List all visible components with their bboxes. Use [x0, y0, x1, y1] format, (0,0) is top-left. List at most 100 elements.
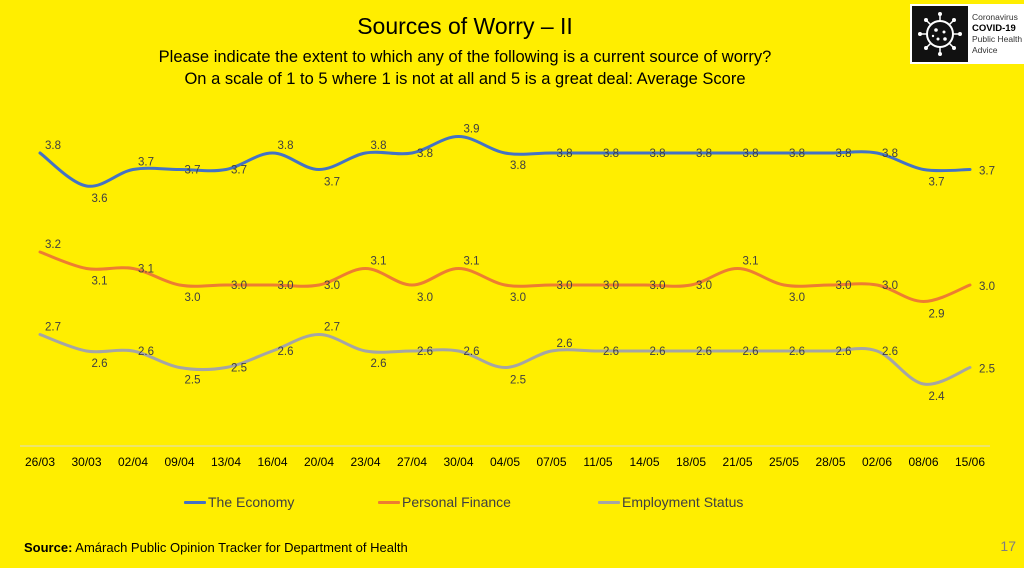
data-label: 3.8 — [743, 148, 759, 160]
x-tick-label: 13/04 — [211, 455, 241, 469]
series-line-the-economy — [38, 134, 972, 188]
data-label: 3.0 — [417, 292, 433, 304]
data-label: 3.0 — [510, 292, 526, 304]
data-label: 3.0 — [278, 280, 294, 292]
legend-label: Personal Finance — [402, 494, 511, 510]
x-tick-label: 28/05 — [815, 455, 845, 469]
data-label: 3.0 — [557, 280, 573, 292]
data-label: 3.8 — [789, 148, 805, 160]
data-label: 3.8 — [836, 148, 852, 160]
x-tick-label: 07/05 — [536, 455, 566, 469]
data-label: 3.0 — [696, 280, 712, 292]
x-tick-label: 02/04 — [118, 455, 148, 469]
chart-title: Sources of Worry – II — [357, 13, 573, 39]
virus-icon — [912, 6, 968, 62]
data-label: 2.6 — [650, 346, 666, 358]
data-label: 3.0 — [836, 280, 852, 292]
page-number: 17 — [1000, 538, 1016, 554]
data-label: 3.8 — [882, 148, 898, 160]
x-tick-label: 02/06 — [862, 455, 892, 469]
data-label: 2.6 — [789, 346, 805, 358]
data-label: 2.5 — [185, 375, 201, 387]
data-label: 3.1 — [138, 264, 154, 276]
legend-label: Employment Status — [622, 494, 744, 510]
x-tick-label: 27/04 — [397, 455, 427, 469]
data-label: 3.1 — [464, 256, 480, 268]
legend-item-employment-status: Employment Status — [598, 494, 743, 510]
covid-advice-logo: Coronavirus COVID-19 Public Health Advic… — [910, 4, 1024, 64]
data-label: 3.0 — [231, 280, 247, 292]
data-label: 3.1 — [371, 256, 387, 268]
x-tick-label: 25/05 — [769, 455, 799, 469]
x-tick-label: 18/05 — [676, 455, 706, 469]
data-label: 3.8 — [45, 140, 61, 152]
data-label: 3.1 — [92, 276, 108, 288]
data-label: 3.0 — [324, 280, 340, 292]
data-label: 2.6 — [882, 346, 898, 358]
data-label: 2.6 — [417, 346, 433, 358]
data-label: 2.6 — [603, 346, 619, 358]
legend-item-the-economy: The Economy — [184, 494, 294, 510]
logo-line-2: COVID-19 — [972, 23, 1016, 34]
x-tick-label: 09/04 — [164, 455, 194, 469]
x-tick-label: 11/05 — [583, 455, 612, 469]
data-label: 2.5 — [979, 364, 995, 376]
data-label: 2.6 — [371, 358, 387, 370]
x-tick-label: 04/05 — [490, 455, 520, 469]
data-label: 3.1 — [743, 256, 759, 268]
data-label: 3.8 — [417, 148, 433, 160]
x-tick-label: 26/03 — [25, 455, 55, 469]
data-label: 2.5 — [510, 375, 526, 387]
logo-line-3: Public Health — [972, 34, 1023, 44]
logo-line-1: Coronavirus — [972, 12, 1018, 22]
data-label: 3.8 — [603, 148, 619, 160]
legend-swatch-employment-status — [598, 500, 620, 504]
legend-swatch-personal-finance — [378, 500, 400, 504]
data-label: 2.6 — [696, 346, 712, 358]
data-label: 3.8 — [557, 148, 573, 160]
data-label: 3.8 — [278, 140, 294, 152]
chart-subtitle-line-1: Please indicate the extent to which any … — [158, 48, 772, 66]
x-tick-label: 15/06 — [955, 455, 985, 469]
x-tick-label: 08/06 — [908, 455, 938, 469]
series-line-employment-status — [38, 332, 972, 386]
source-note: Source: Amárach Public Opinion Tracker f… — [24, 540, 408, 555]
data-label: 3.0 — [789, 292, 805, 304]
x-tick-label: 21/05 — [722, 455, 752, 469]
data-label: 3.0 — [185, 292, 201, 304]
data-label: 2.6 — [278, 346, 294, 358]
data-label: 3.0 — [882, 280, 898, 292]
data-label: 3.7 — [929, 177, 945, 189]
data-label: 3.7 — [231, 165, 247, 177]
data-label: 3.0 — [650, 280, 666, 292]
legend-swatch-economy — [184, 500, 206, 504]
data-label: 2.6 — [138, 346, 154, 358]
data-label: 3.8 — [650, 148, 666, 160]
data-label: 3.7 — [324, 177, 340, 189]
data-label: 3.8 — [696, 148, 712, 160]
data-label: 2.6 — [743, 346, 759, 358]
data-label: 2.9 — [929, 309, 945, 321]
data-label: 2.6 — [836, 346, 852, 358]
logo-line-4: Advice — [972, 45, 998, 55]
data-label: 3.2 — [45, 239, 61, 251]
series-line-personal-finance — [38, 250, 972, 304]
data-label: 2.6 — [464, 346, 480, 358]
data-label: 2.4 — [929, 391, 946, 403]
data-label: 3.7 — [138, 157, 154, 169]
x-tick-label: 30/04 — [443, 455, 473, 469]
x-tick-label: 16/04 — [257, 455, 287, 469]
data-label: 3.8 — [371, 140, 387, 152]
x-tick-label: 30/03 — [71, 455, 101, 469]
line-chart: 26/03 30/03 02/04 09/04 13/04 16/04 20/04 23/04… — [20, 124, 995, 469]
data-label: 3.7 — [979, 166, 995, 178]
x-tick-label: 14/05 — [629, 455, 659, 469]
chart-subtitle-line-2: On a scale of 1 to 5 where 1 is not at a… — [184, 70, 746, 88]
data-label: 2.7 — [45, 322, 61, 334]
logo-text: Coronavirus COVID-19 Public Health Advic… — [972, 12, 1022, 56]
source-text: Amárach Public Opinion Tracker for Depar… — [72, 540, 408, 555]
data-label: 3.6 — [92, 193, 108, 205]
chart-legend: The Economy Personal Finance Employment … — [0, 494, 1024, 514]
data-label: 3.0 — [979, 281, 995, 293]
data-label: 2.7 — [324, 322, 340, 334]
